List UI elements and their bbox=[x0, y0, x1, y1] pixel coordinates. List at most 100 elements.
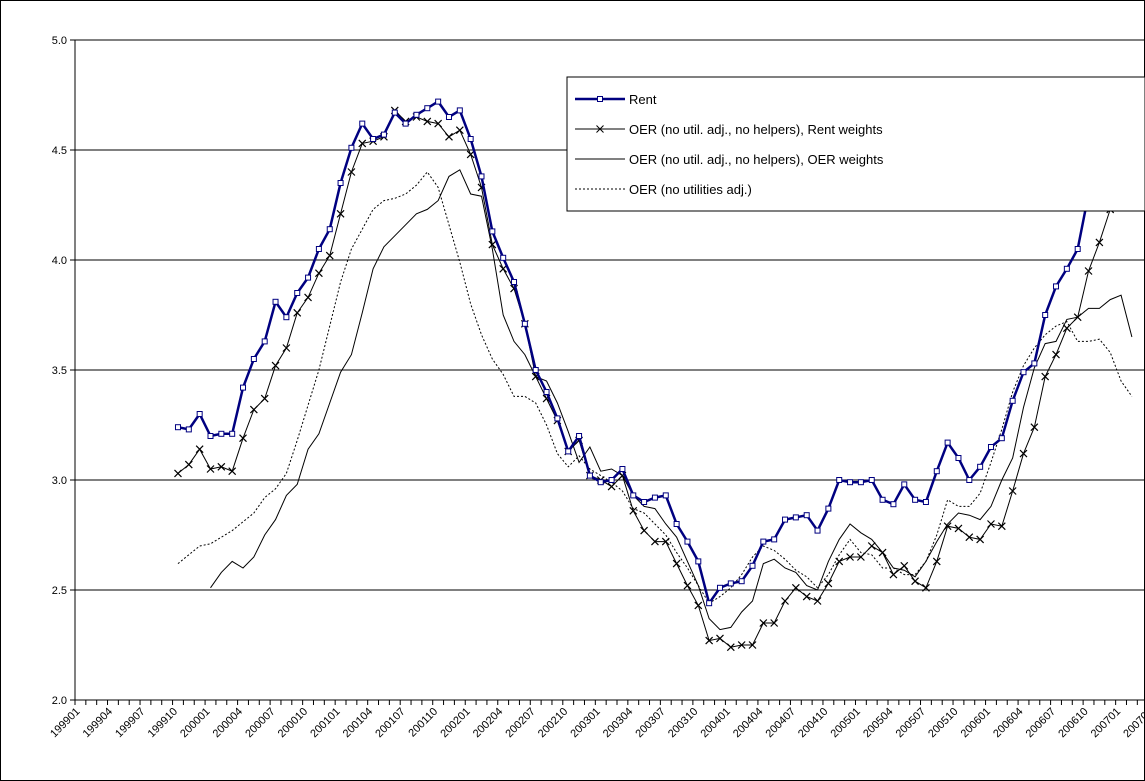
marker bbox=[607, 482, 616, 491]
marker bbox=[792, 514, 799, 521]
marker bbox=[347, 168, 356, 176]
marker bbox=[771, 536, 778, 543]
legend-marker bbox=[596, 125, 604, 133]
marker bbox=[759, 619, 768, 627]
marker bbox=[900, 561, 909, 570]
marker bbox=[500, 254, 507, 261]
marker bbox=[705, 636, 714, 645]
marker bbox=[240, 384, 247, 391]
marker bbox=[283, 314, 290, 321]
series bbox=[210, 169, 1133, 631]
marker bbox=[889, 570, 898, 579]
marker bbox=[955, 455, 962, 461]
marker bbox=[586, 472, 593, 479]
marker bbox=[943, 522, 952, 531]
marker bbox=[282, 344, 291, 352]
marker bbox=[554, 415, 561, 422]
legend-entry: OER (no utilities adj.) bbox=[575, 182, 752, 197]
marker bbox=[1009, 397, 1016, 404]
marker bbox=[706, 600, 713, 607]
marker bbox=[684, 538, 691, 545]
marker bbox=[576, 433, 583, 439]
marker bbox=[695, 558, 702, 565]
marker bbox=[1031, 360, 1038, 367]
marker bbox=[229, 430, 236, 437]
marker bbox=[207, 433, 214, 439]
marker bbox=[305, 274, 312, 281]
marker bbox=[488, 240, 497, 249]
marker bbox=[726, 643, 735, 652]
marker bbox=[1073, 313, 1082, 322]
marker bbox=[619, 466, 626, 472]
marker bbox=[1042, 312, 1049, 318]
marker bbox=[987, 520, 995, 528]
marker bbox=[857, 479, 864, 486]
marker bbox=[825, 505, 832, 512]
marker bbox=[716, 584, 723, 591]
marker bbox=[565, 448, 572, 455]
marker bbox=[597, 479, 604, 486]
marker bbox=[467, 136, 474, 142]
marker bbox=[846, 553, 854, 561]
marker bbox=[174, 424, 181, 431]
marker bbox=[651, 537, 659, 546]
marker bbox=[997, 522, 1006, 531]
marker bbox=[489, 228, 496, 235]
marker bbox=[336, 209, 345, 218]
marker bbox=[294, 290, 301, 296]
marker bbox=[326, 226, 333, 233]
marker bbox=[1062, 324, 1071, 333]
marker bbox=[954, 524, 963, 533]
marker bbox=[727, 580, 734, 587]
marker bbox=[1020, 369, 1027, 376]
marker bbox=[511, 279, 518, 285]
marker bbox=[543, 389, 550, 395]
marker bbox=[640, 526, 649, 535]
marker bbox=[683, 581, 692, 590]
marker bbox=[445, 114, 452, 120]
marker bbox=[782, 516, 789, 523]
marker bbox=[456, 107, 463, 114]
marker bbox=[879, 496, 886, 503]
marker bbox=[847, 479, 854, 486]
marker bbox=[813, 597, 822, 605]
marker bbox=[325, 251, 334, 260]
marker bbox=[218, 430, 225, 437]
marker bbox=[337, 180, 344, 186]
marker bbox=[499, 264, 508, 273]
marker bbox=[976, 535, 985, 544]
legend-entry: Rent bbox=[575, 92, 657, 107]
marker bbox=[348, 144, 355, 151]
legend-label: OER (no utilities adj.) bbox=[629, 182, 752, 197]
marker bbox=[445, 132, 453, 141]
marker bbox=[1008, 487, 1017, 495]
marker bbox=[196, 411, 203, 417]
marker bbox=[890, 501, 897, 508]
marker bbox=[922, 499, 929, 505]
legend-entry: OER (no util. adj., no helpers), OER wei… bbox=[575, 152, 884, 167]
marker bbox=[185, 426, 192, 433]
marker bbox=[466, 150, 475, 159]
marker bbox=[802, 592, 811, 601]
marker bbox=[694, 601, 703, 610]
marker bbox=[1052, 350, 1060, 359]
marker bbox=[998, 435, 1005, 442]
marker bbox=[1074, 246, 1081, 252]
marker bbox=[629, 506, 638, 515]
marker bbox=[293, 308, 302, 317]
marker bbox=[716, 634, 724, 643]
marker bbox=[521, 320, 528, 327]
marker bbox=[250, 356, 257, 362]
marker bbox=[791, 583, 800, 592]
marker bbox=[304, 293, 312, 302]
marker bbox=[1041, 372, 1050, 381]
marker bbox=[836, 477, 843, 483]
marker bbox=[824, 579, 833, 588]
marker bbox=[391, 109, 398, 116]
marker bbox=[380, 131, 387, 138]
marker bbox=[987, 444, 994, 450]
marker bbox=[423, 117, 432, 126]
marker bbox=[933, 468, 940, 475]
marker bbox=[608, 477, 615, 483]
marker bbox=[1095, 238, 1104, 247]
